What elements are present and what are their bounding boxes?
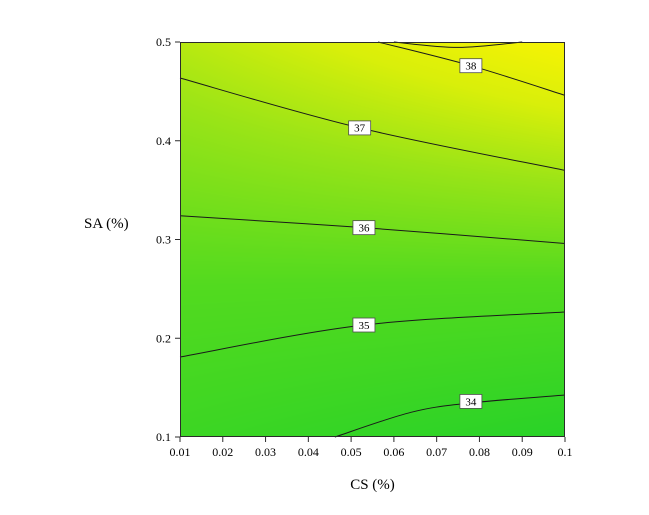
x-axis-title: CS (%) bbox=[350, 477, 395, 493]
y-tick-label: 0.3 bbox=[156, 233, 171, 247]
contour-surface bbox=[180, 42, 565, 437]
contour-label-38: 38 bbox=[459, 58, 483, 74]
y-tick-label: 0.5 bbox=[156, 35, 171, 49]
svg-text:37: 37 bbox=[354, 123, 366, 135]
x-tick-label: 0.04 bbox=[298, 445, 319, 459]
x-tick-label: 0.06 bbox=[383, 445, 404, 459]
x-tick-label: 0.05 bbox=[341, 445, 362, 459]
contour-line-37 bbox=[179, 77, 566, 171]
svg-text:38: 38 bbox=[465, 61, 477, 73]
y-tick-label: 0.4 bbox=[156, 134, 171, 148]
y-axis-title: SA (%) bbox=[84, 216, 129, 232]
x-tick-label: 0.07 bbox=[426, 445, 447, 459]
x-tick-label: 0.09 bbox=[512, 445, 533, 459]
svg-text:35: 35 bbox=[358, 320, 370, 332]
x-tick-label: 0.1 bbox=[558, 445, 573, 459]
contour-line-34 bbox=[334, 394, 566, 438]
svg-text:36: 36 bbox=[358, 222, 370, 234]
x-tick-label: 0.02 bbox=[212, 445, 233, 459]
contour-label-36: 36 bbox=[352, 220, 376, 236]
svg-text:34: 34 bbox=[465, 396, 477, 408]
y-tick-label: 0.1 bbox=[156, 430, 171, 444]
y-tick-label: 0.2 bbox=[156, 331, 171, 345]
contour-label-35: 35 bbox=[352, 317, 376, 333]
x-tick-label: 0.08 bbox=[469, 445, 490, 459]
plot-border bbox=[180, 42, 565, 437]
x-tick-label: 0.01 bbox=[170, 445, 191, 459]
contour-label-34: 34 bbox=[459, 394, 483, 409]
contour-label-37: 37 bbox=[348, 120, 372, 136]
contour-line-39 bbox=[393, 41, 523, 48]
x-tick-label: 0.03 bbox=[255, 445, 276, 459]
